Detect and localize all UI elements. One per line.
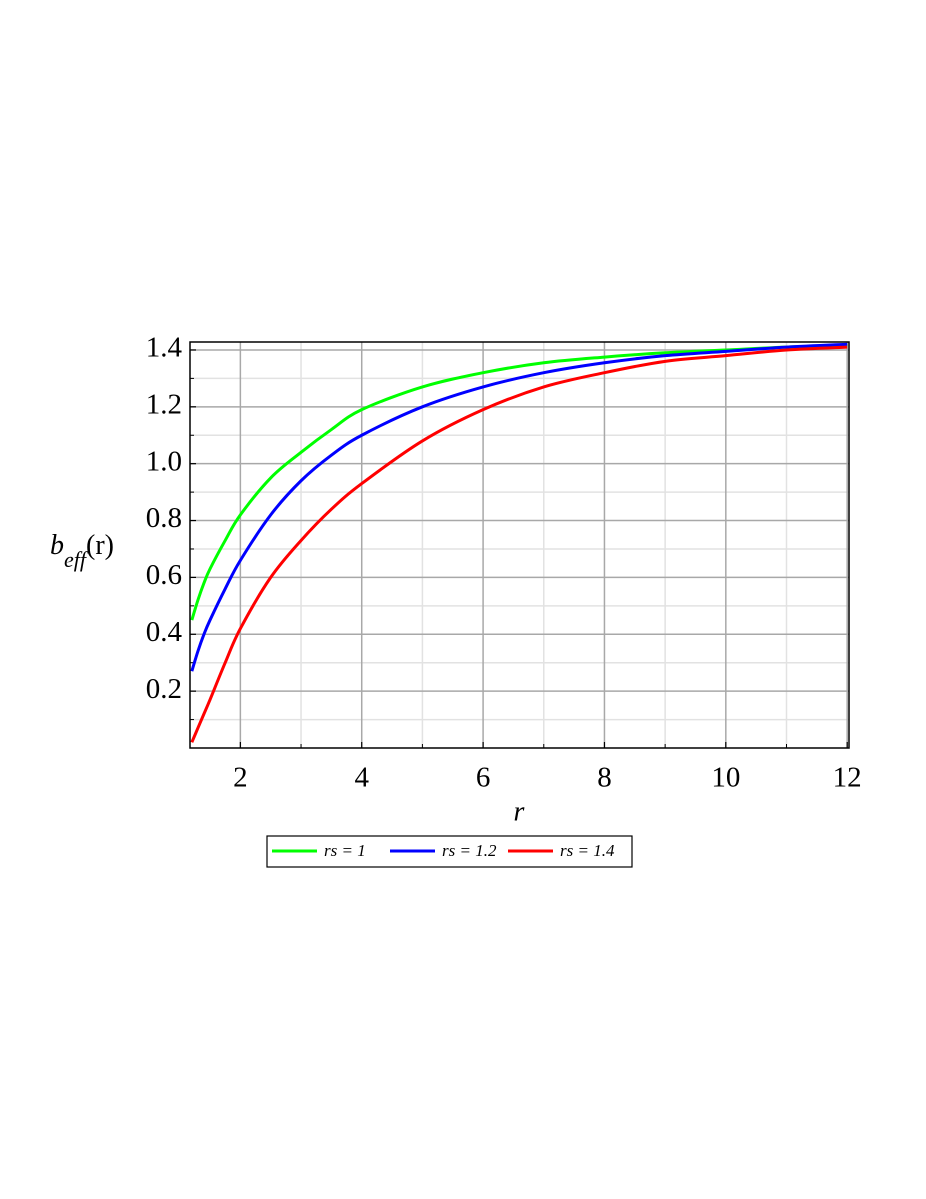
- y-tick-label: 0.4: [146, 616, 183, 648]
- legend-label: rs = 1.4: [560, 841, 615, 860]
- y-axis-label: beff(r): [50, 530, 114, 572]
- legend-label: rs = 1: [324, 841, 366, 860]
- plot-frame: [189, 341, 850, 749]
- y-tick-label: 0.8: [146, 502, 182, 534]
- x-tick-label: 6: [476, 762, 491, 794]
- series-line: [190, 344, 848, 621]
- y-label-base: b: [50, 530, 64, 561]
- y-tick-label: 0.2: [146, 673, 182, 705]
- y-tick-label: 1.0: [146, 445, 182, 477]
- legend-box: [266, 835, 633, 868]
- series-line: [190, 342, 848, 672]
- y-tick-label: 0.6: [146, 559, 182, 591]
- legend: rs = 1 rs = 1.2 rs = 1.4: [272, 841, 615, 860]
- x-tick-label: 2: [233, 762, 248, 794]
- x-tick-label: 10: [711, 762, 740, 794]
- grid: [190, 342, 849, 748]
- y-label-arg: (r): [86, 530, 114, 561]
- x-tick-label: 8: [597, 762, 612, 794]
- lines: [190, 342, 848, 743]
- y-tick-label: 1.2: [146, 388, 182, 420]
- legend-label: rs = 1.2: [442, 841, 497, 860]
- x-tick-label: 4: [354, 762, 369, 794]
- series-line: [190, 345, 848, 743]
- x-axis-label: r: [514, 796, 525, 827]
- y-label-sub: eff: [64, 547, 89, 572]
- y-tick-label: 1.4: [146, 332, 183, 364]
- x-tick-label: 12: [833, 762, 862, 794]
